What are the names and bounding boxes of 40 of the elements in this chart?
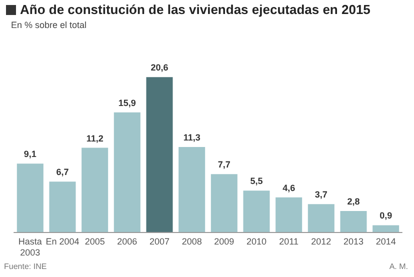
bar [82, 148, 108, 232]
bar [178, 147, 206, 232]
data-label: 20,6 [150, 62, 168, 73]
x-tick-label: Hasta 2003 [18, 236, 42, 258]
chart-subtitle: En % sobre el total [11, 20, 87, 30]
x-tick-label: 2009 [214, 236, 234, 246]
data-label: 5,5 [250, 176, 263, 186]
chart-title: Año de constitución de las viviendas ejecutadas en 2015 [20, 2, 370, 17]
x-tick-label: En 2004 [46, 236, 80, 246]
bar [16, 164, 44, 232]
x-tick-label: 2005 [84, 236, 105, 246]
bar [243, 190, 270, 232]
data-label: 4,6 [282, 182, 296, 193]
bar [308, 204, 334, 232]
data-label: 3,7 [314, 190, 328, 200]
data-label: 6,7 [56, 167, 69, 178]
data-label: 15,9 [118, 98, 136, 108]
data-label: 7,7 [218, 160, 230, 170]
x-tick-label: 2010 [246, 236, 267, 246]
data-label: 9,1 [24, 149, 36, 160]
bar [114, 112, 140, 232]
x-tick-label: 2014 [376, 236, 396, 246]
source-note: Fuente: INE [4, 262, 47, 271]
bar [276, 197, 302, 232]
bar [146, 77, 173, 232]
x-tick-label: 2011 [279, 236, 299, 246]
x-tick-label: 2006 [117, 236, 138, 246]
bar [49, 182, 76, 232]
bar [372, 225, 400, 232]
data-label: 2,8 [347, 196, 360, 206]
x-tick-label: 2013 [343, 236, 364, 246]
x-tick-label: 2008 [182, 236, 202, 246]
x-tick-label: 2012 [311, 236, 332, 246]
data-label: 0,9 [380, 210, 392, 221]
data-label: 11,3 [183, 132, 200, 143]
text: A. M. [389, 262, 408, 271]
x-tick-label: 2007 [149, 236, 170, 246]
data-label: 11,2 [86, 133, 104, 144]
bar [210, 174, 238, 232]
bar [340, 210, 367, 232]
